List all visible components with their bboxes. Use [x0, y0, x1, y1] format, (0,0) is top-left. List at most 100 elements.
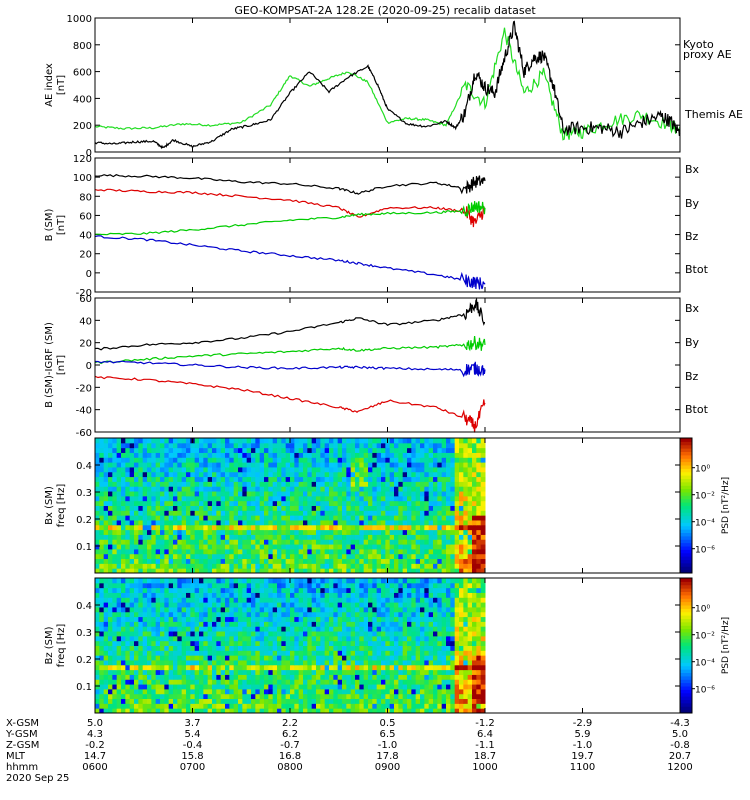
heatmap-cell — [177, 616, 183, 622]
heatmap-cell — [272, 693, 278, 700]
heatmap-cell — [168, 688, 174, 695]
heatmap-cell — [251, 597, 256, 603]
heatmap-cell — [229, 602, 235, 608]
heatmap-cell — [160, 476, 165, 482]
heatmap-cell — [216, 650, 222, 656]
heatmap-cell — [385, 669, 391, 675]
y-tick-label: 100 — [73, 173, 92, 184]
heatmap-cell — [324, 655, 330, 661]
heatmap-cell — [272, 544, 278, 550]
heatmap-cell — [108, 698, 113, 704]
heatmap-cell — [446, 674, 451, 680]
heatmap-cell — [350, 693, 356, 700]
heatmap-cell — [480, 674, 486, 680]
heatmap-cell — [255, 708, 261, 714]
heatmap-cell — [446, 548, 451, 555]
heatmap-cell — [268, 602, 274, 608]
heatmap-cell — [173, 524, 178, 531]
heatmap-cell — [411, 515, 417, 521]
heatmap-cell — [220, 645, 226, 651]
heatmap-cell — [428, 645, 434, 651]
heatmap-cell — [303, 452, 308, 458]
heatmap-cell — [346, 500, 352, 506]
heatmap-cell — [363, 495, 369, 502]
heatmap-cell — [359, 457, 365, 463]
heatmap-cell — [441, 544, 447, 550]
heatmap-cell — [121, 616, 126, 622]
heatmap-cell — [203, 505, 209, 511]
heatmap-cell — [480, 519, 486, 526]
heatmap-cell — [216, 602, 222, 608]
heatmap-cell — [259, 602, 265, 608]
heatmap-cell — [355, 548, 360, 555]
heatmap-cell — [467, 539, 473, 545]
heatmap-cell — [238, 645, 243, 651]
heatmap-cell — [407, 674, 412, 680]
heatmap-cell — [446, 664, 451, 671]
heatmap-cell — [329, 500, 334, 506]
heatmap-cell — [164, 640, 170, 646]
heatmap-cell — [433, 544, 438, 550]
heatmap-cell — [402, 563, 408, 569]
heatmap-cell — [99, 640, 105, 646]
heatmap-cell — [129, 626, 135, 632]
heatmap-cell — [259, 558, 265, 564]
heatmap-cell — [355, 524, 360, 531]
heatmap-cell — [207, 635, 213, 642]
heatmap-cell — [272, 592, 278, 598]
heatmap-cell — [316, 650, 321, 656]
heatmap-cell — [433, 664, 438, 671]
heatmap-cell — [329, 457, 334, 463]
heatmap-cell — [428, 635, 434, 642]
heatmap-cell — [324, 500, 330, 506]
heatmap-cell — [225, 616, 230, 622]
heatmap-cell — [112, 505, 118, 511]
heatmap-cell — [164, 544, 170, 550]
heatmap-cell — [285, 650, 291, 656]
y-tick-label: 60 — [79, 211, 92, 222]
heatmap-cell — [346, 621, 352, 627]
heatmap-cell — [199, 688, 204, 695]
heatmap-cell — [199, 519, 204, 526]
heatmap-cell — [363, 621, 369, 627]
heatmap-cell — [311, 645, 317, 651]
heatmap-cell — [186, 500, 191, 506]
heatmap-cell — [112, 616, 118, 622]
heatmap-cell — [264, 510, 269, 516]
heatmap-cell — [168, 500, 174, 506]
heatmap-cell — [259, 679, 265, 685]
heatmap-cell — [129, 679, 135, 685]
heatmap-cell — [129, 558, 135, 564]
heatmap-cell — [203, 466, 209, 473]
heatmap-cell — [190, 640, 196, 646]
heatmap-cell — [298, 452, 304, 458]
heatmap-cell — [372, 457, 378, 463]
heatmap-cell — [363, 500, 369, 506]
heatmap-cell — [164, 684, 170, 690]
heatmap-cell — [333, 674, 339, 680]
heatmap-cell — [238, 462, 243, 468]
heatmap-cell — [411, 568, 417, 574]
heatmap-cell — [207, 693, 213, 700]
heatmap-cell — [225, 442, 230, 449]
heatmap-cell — [229, 693, 235, 700]
heatmap-cell — [376, 693, 382, 700]
heatmap-cell — [298, 534, 304, 540]
heatmap-cell — [307, 597, 313, 603]
y-axis-label: [nT] — [56, 355, 67, 375]
heatmap-cell — [138, 616, 144, 622]
heatmap-cell — [142, 611, 148, 618]
heatmap-cell — [476, 684, 482, 690]
heatmap-cell — [285, 457, 291, 463]
heatmap-cell — [251, 466, 256, 473]
heatmap-cell — [446, 659, 451, 666]
heatmap-cell — [160, 684, 165, 690]
heatmap-cell — [381, 471, 386, 478]
heatmap-cell — [420, 621, 425, 627]
heatmap-cell — [467, 462, 473, 468]
heatmap-cell — [199, 645, 204, 651]
heatmap-cell — [220, 457, 226, 463]
heatmap-cell — [177, 500, 183, 506]
heatmap-cell — [134, 679, 139, 685]
heatmap-cell — [255, 659, 261, 666]
